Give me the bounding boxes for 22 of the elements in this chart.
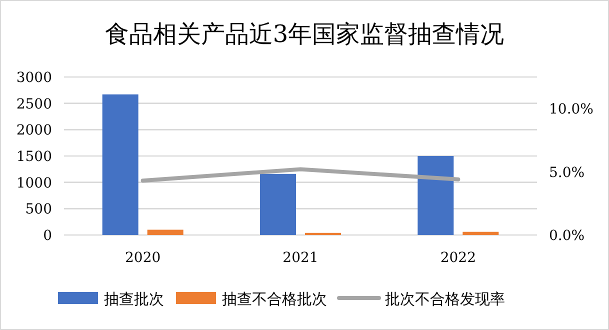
bar [147,230,184,235]
x-tick-label: 2021 [282,250,318,266]
y2-tick-label: 10.0% [549,102,594,118]
bar [102,94,138,235]
y-tick-label: 0 [43,228,52,244]
legend-label: 批次不合格发现率 [385,290,505,308]
y2-tick-label: 5.0% [549,164,585,181]
y-tick-label: 2500 [16,96,52,112]
x-tick-label: 2020 [125,250,161,266]
bar [260,174,296,235]
bar [418,156,454,235]
chart-title: 食品相关产品近3年国家监督抽查情况 [104,20,504,48]
x-tick-label: 2022 [440,250,476,266]
y-tick-label: 2000 [16,122,52,139]
y-tick-label: 1000 [16,175,52,192]
legend-label: 抽查批次 [104,290,164,308]
y-tick-label: 3000 [16,70,52,86]
bar [462,232,499,235]
y2-tick-label: 0.0% [549,228,585,244]
y-tick-label: 500 [25,202,52,218]
legend-label: 抽查不合格批次 [222,290,327,308]
y-tick-label: 1500 [16,149,52,165]
